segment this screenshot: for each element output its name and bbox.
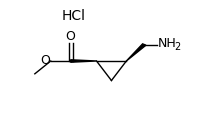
Polygon shape [126,44,146,61]
Polygon shape [71,60,97,62]
Text: 2: 2 [174,42,180,52]
Text: O: O [40,55,50,67]
Text: NH: NH [158,37,176,50]
Text: HCl: HCl [62,9,86,23]
Text: O: O [66,30,76,43]
